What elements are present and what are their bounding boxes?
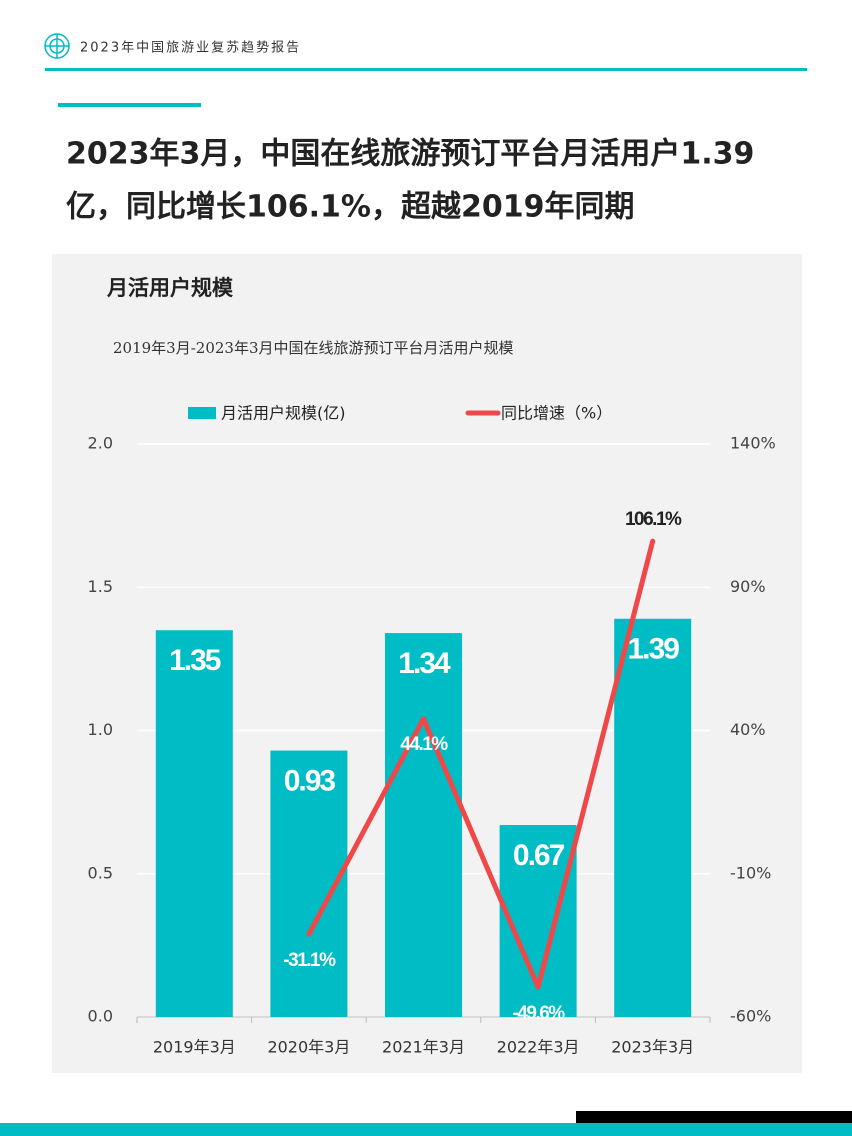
line-value-label: -49.6% xyxy=(512,1003,565,1024)
bar-value-label: 0.93 xyxy=(284,764,336,797)
x-tick-label: 2022年3月 xyxy=(497,1038,580,1057)
headline: 2023年3月，中国在线旅游预订平台月活用户1.39 xyxy=(66,137,754,172)
footer-bar xyxy=(0,1123,852,1136)
y-tick-label: 1.0 xyxy=(88,720,113,739)
bar-value-label: 1.35 xyxy=(169,644,221,677)
line-value-label: 44.1% xyxy=(400,734,448,755)
legend-label: 同比增速（%） xyxy=(501,404,612,423)
bar xyxy=(614,618,692,1017)
y2-tick-label: 90% xyxy=(730,577,766,596)
logo xyxy=(44,33,70,59)
section-title: 月活用户规模 xyxy=(106,276,234,300)
bar-value-label: 0.67 xyxy=(513,839,565,872)
x-tick-label: 2019年3月 xyxy=(153,1038,236,1057)
legend-swatch xyxy=(188,407,216,419)
y2-tick-label: 40% xyxy=(730,720,766,739)
bar xyxy=(155,630,233,1017)
footer-bar xyxy=(576,1111,852,1123)
bar xyxy=(385,633,462,1017)
chart-title: 2019年3月-2023年3月中国在线旅游预订平台月活用户规模 xyxy=(113,339,514,357)
line xyxy=(306,538,656,990)
x-tick-label: 2023年3月 xyxy=(611,1038,694,1057)
y2-tick-label: -60% xyxy=(730,1007,771,1026)
legend-label: 月活用户规模(亿) xyxy=(221,404,346,423)
bar-value-label: 1.39 xyxy=(628,633,680,666)
y-tick-label: 0.5 xyxy=(88,863,113,882)
header-rule xyxy=(45,68,807,71)
y-tick-label: 2.0 xyxy=(88,434,113,453)
x-tick-label: 2021年3月 xyxy=(382,1038,465,1057)
bar-value-label: 1.34 xyxy=(398,647,451,680)
line-value-label: -31.1% xyxy=(283,950,336,971)
y-tick-label: 1.5 xyxy=(88,577,113,596)
y-tick-label: 0.0 xyxy=(88,1007,113,1026)
y2-tick-label: 140% xyxy=(730,434,776,453)
y2-tick-label: -10% xyxy=(730,863,771,882)
headline: 亿，同比增长106.1%，超越2019年同期 xyxy=(66,190,634,225)
line-value-label: 106.1% xyxy=(625,509,682,530)
x-tick-label: 2020年3月 xyxy=(267,1038,350,1057)
header-title: 2023年中国旅游业复苏趋势报告 xyxy=(80,40,301,56)
title-accent xyxy=(58,103,201,107)
